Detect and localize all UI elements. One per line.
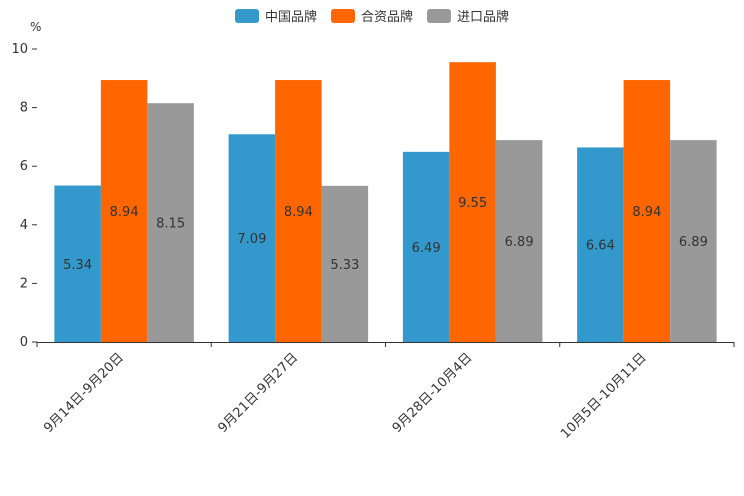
y-tick-label: 10 [11,42,28,57]
bar [228,134,276,342]
bar [670,140,717,342]
bar-value-label: 6.89 [679,235,708,250]
bar [147,103,194,342]
legend-item-joint-venture-brand[interactable]: 合资品牌 [330,6,413,25]
bar-value-label: 9.55 [458,196,487,211]
bar-value-label: 8.94 [110,205,139,220]
chart-legend: 中国品牌 合资品牌 进口品牌 [0,6,744,25]
bar-value-label: 6.89 [505,235,534,250]
bar-value-label: 6.64 [586,239,615,254]
bar [495,140,543,342]
legend-label: 合资品牌 [360,10,413,25]
bar-value-label: 8.15 [156,217,185,232]
bar [275,80,322,343]
legend-label: 中国品牌 [264,10,317,25]
x-tick-label: 9月14日-9月20日 [41,350,127,436]
legend-swatch [234,8,259,23]
bar [54,185,101,342]
bar [402,151,450,342]
bar [321,185,369,342]
bar-value-label: 5.33 [330,258,359,273]
legend-label: 进口品牌 [457,10,510,25]
legend-swatch [427,8,451,23]
y-axis-unit: % [30,20,42,34]
x-tick-label: 9月28日-10月4日 [390,350,476,436]
x-tick-label: 9月21日-9月27日 [215,350,301,436]
bar-value-label: 7.09 [237,232,266,247]
legend-swatch [330,8,355,23]
legend-item-china-brand[interactable]: 中国品牌 [234,6,317,25]
bar-value-label: 8.94 [632,205,661,220]
y-tick-label: 2 [20,276,28,291]
bar-value-label: 5.34 [63,258,92,273]
bar-value-label: 6.49 [412,241,441,256]
bar [577,147,624,342]
y-tick-label: 0 [20,335,28,350]
legend-item-import-brand[interactable]: 进口品牌 [427,6,509,25]
y-tick-label: 6 [20,159,28,174]
x-tick-label: 10月5日-10月11日 [558,350,650,442]
bar [100,80,148,343]
y-tick-label: 8 [20,101,28,116]
bar-value-label: 8.94 [284,205,313,220]
bar [623,80,671,343]
y-tick-label: 4 [20,218,28,233]
bar [449,62,496,343]
